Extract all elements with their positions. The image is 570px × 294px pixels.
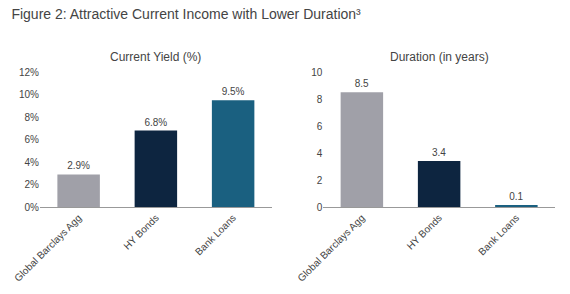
svg-text:4%: 4%: [25, 157, 40, 168]
svg-text:Bank Loans: Bank Loans: [476, 212, 521, 257]
svg-text:0: 0: [317, 202, 323, 213]
svg-text:Current Yield (%): Current Yield (%): [110, 50, 201, 64]
svg-text:8.5: 8.5: [355, 78, 369, 89]
svg-text:6%: 6%: [25, 134, 40, 145]
svg-text:8%: 8%: [25, 112, 40, 123]
svg-text:6: 6: [317, 121, 323, 132]
svg-text:10: 10: [311, 67, 323, 78]
svg-text:10%: 10%: [19, 89, 39, 100]
svg-text:2: 2: [317, 175, 323, 186]
svg-text:Global Barclays Agg: Global Barclays Agg: [295, 212, 366, 283]
svg-text:2%: 2%: [25, 179, 40, 190]
svg-text:6.8%: 6.8%: [144, 117, 167, 128]
svg-text:0.1: 0.1: [509, 191, 523, 202]
svg-text:HY Bonds: HY Bonds: [121, 212, 160, 251]
svg-text:8: 8: [317, 94, 323, 105]
svg-text:12%: 12%: [19, 67, 39, 78]
svg-text:2.9%: 2.9%: [67, 160, 90, 171]
svg-text:HY Bonds: HY Bonds: [405, 212, 444, 251]
svg-text:Global Barclays Agg: Global Barclays Agg: [12, 212, 83, 283]
svg-text:9.5%: 9.5%: [222, 86, 245, 97]
svg-text:0%: 0%: [25, 202, 40, 213]
svg-text:3.4: 3.4: [432, 147, 446, 158]
svg-text:Duration (in years): Duration (in years): [390, 50, 489, 64]
svg-text:4: 4: [317, 148, 323, 159]
svg-text:Bank Loans: Bank Loans: [193, 212, 238, 257]
svg-text:Figure 2: Attractive Current I: Figure 2: Attractive Current Income with…: [11, 6, 361, 22]
